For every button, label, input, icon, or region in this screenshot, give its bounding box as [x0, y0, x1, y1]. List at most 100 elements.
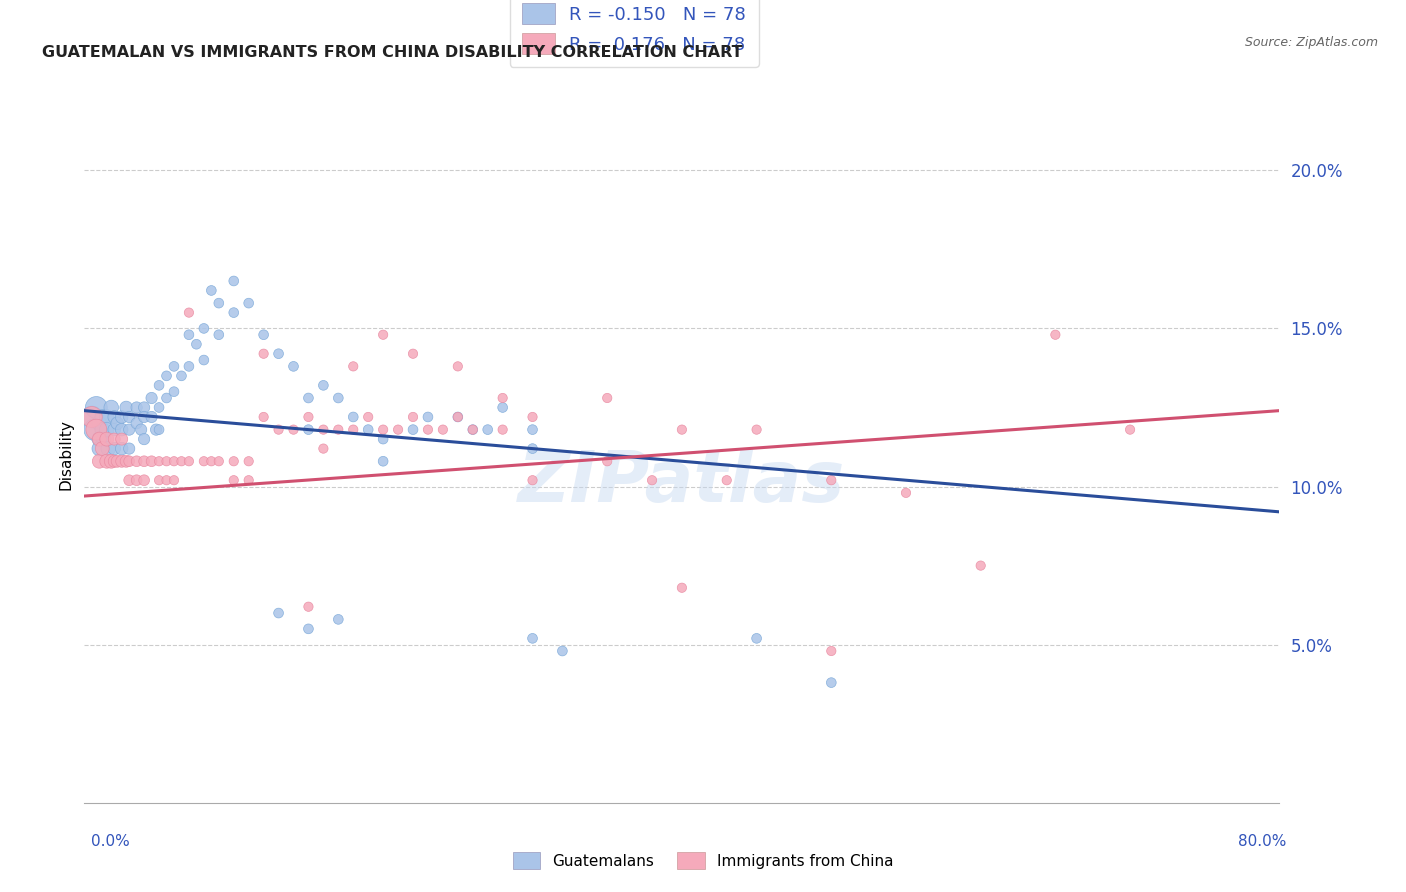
Point [342, 409, 364, 424]
Point [671, 581, 693, 595]
Point [177, 305, 200, 319]
Point [820, 473, 842, 487]
Point [253, 327, 276, 342]
Point [111, 409, 134, 424]
Point [163, 359, 186, 374]
Point [222, 473, 245, 487]
Point [447, 409, 470, 424]
Point [461, 423, 484, 437]
Point [402, 347, 425, 361]
Point [402, 409, 425, 424]
Point [103, 442, 125, 456]
Point [373, 432, 395, 446]
Point [80, 409, 103, 424]
Point [103, 423, 125, 437]
Point [86, 401, 108, 415]
Point [522, 409, 544, 424]
Point [132, 432, 156, 446]
Point [125, 473, 148, 487]
Point [416, 423, 439, 437]
Point [267, 423, 290, 437]
Point [208, 296, 231, 310]
Point [97, 442, 120, 456]
Point [103, 409, 125, 424]
Text: GUATEMALAN VS IMMIGRANTS FROM CHINA DISABILITY CORRELATION CHART: GUATEMALAN VS IMMIGRANTS FROM CHINA DISA… [42, 45, 742, 60]
Point [522, 442, 544, 456]
Point [312, 378, 335, 392]
Point [105, 454, 128, 468]
Point [100, 401, 122, 415]
Point [387, 423, 409, 437]
Point [170, 368, 193, 383]
Point [155, 454, 177, 468]
Point [148, 401, 170, 415]
Point [91, 423, 114, 437]
Point [328, 423, 350, 437]
Text: Source: ZipAtlas.com: Source: ZipAtlas.com [1244, 36, 1378, 49]
Point [115, 401, 138, 415]
Point [297, 423, 319, 437]
Point [1119, 423, 1142, 437]
Point [132, 473, 156, 487]
Point [89, 454, 111, 468]
Point [447, 359, 470, 374]
Point [432, 423, 454, 437]
Point [148, 454, 170, 468]
Point [641, 473, 664, 487]
Point [96, 423, 118, 437]
Point [132, 454, 156, 468]
Point [83, 423, 105, 437]
Point [522, 632, 544, 646]
Point [177, 359, 200, 374]
Point [200, 284, 222, 298]
Point [193, 454, 215, 468]
Point [745, 632, 768, 646]
Point [80, 409, 103, 424]
Point [492, 391, 515, 405]
Point [492, 401, 515, 415]
Point [86, 423, 108, 437]
Point [125, 417, 148, 431]
Point [89, 432, 111, 446]
Point [312, 423, 335, 437]
Point [132, 409, 156, 424]
Point [297, 391, 319, 405]
Point [118, 454, 141, 468]
Point [745, 423, 768, 437]
Point [145, 423, 167, 437]
Point [89, 432, 111, 446]
Point [342, 359, 364, 374]
Point [402, 423, 425, 437]
Point [238, 473, 260, 487]
Point [522, 473, 544, 487]
Point [155, 368, 177, 383]
Point [492, 423, 515, 437]
Point [416, 409, 439, 424]
Point [222, 274, 245, 288]
Y-axis label: Disability: Disability [58, 419, 73, 491]
Point [111, 442, 134, 456]
Point [373, 327, 395, 342]
Point [118, 473, 141, 487]
Point [96, 454, 118, 468]
Point [297, 599, 319, 614]
Text: 0.0%: 0.0% [91, 834, 131, 849]
Point [148, 378, 170, 392]
Point [105, 417, 128, 431]
Point [163, 384, 186, 399]
Point [716, 473, 738, 487]
Point [596, 454, 619, 468]
Point [522, 423, 544, 437]
Point [222, 305, 245, 319]
Point [357, 423, 380, 437]
Point [671, 423, 693, 437]
Point [91, 442, 114, 456]
Point [91, 409, 114, 424]
Point [357, 409, 380, 424]
Point [551, 644, 574, 658]
Point [461, 423, 484, 437]
Point [125, 401, 148, 415]
Point [177, 454, 200, 468]
Point [155, 473, 177, 487]
Point [238, 454, 260, 468]
